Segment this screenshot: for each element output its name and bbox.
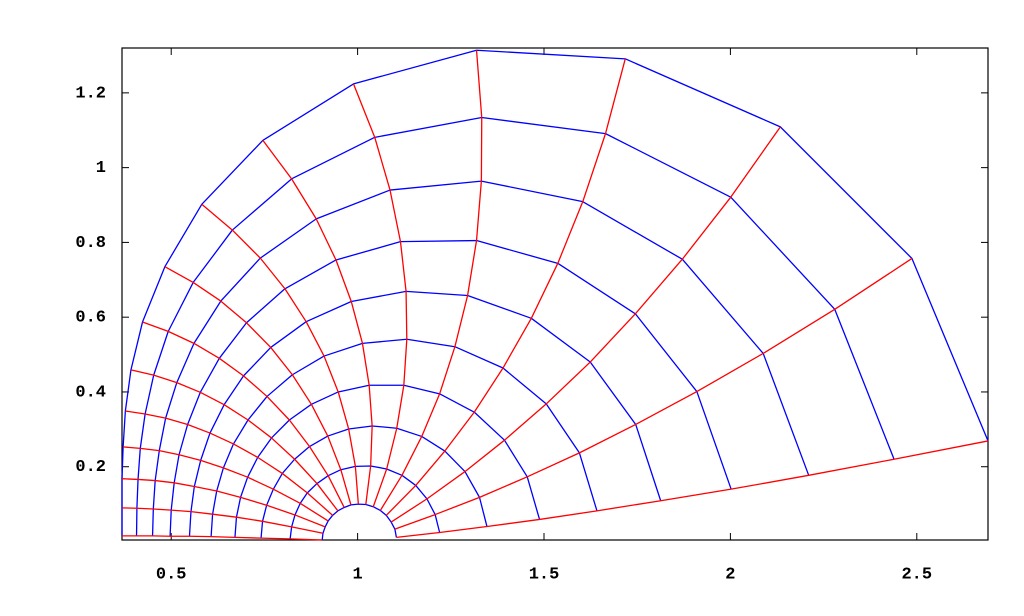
x-tick-label: 2 — [725, 565, 735, 584]
grid-curve — [201, 203, 359, 505]
grid-curve — [385, 58, 626, 516]
grid-curve — [151, 180, 810, 536]
grid-curve — [210, 338, 598, 537]
plot-frame — [121, 47, 989, 541]
y-tick-label: 0.6 — [75, 309, 106, 328]
x-tick-label: 1 — [353, 565, 363, 584]
grid-curve — [352, 83, 408, 507]
grid-curve — [379, 50, 483, 511]
grid-curve — [122, 535, 323, 541]
grid-curve — [289, 465, 441, 539]
grid-curve — [121, 478, 326, 528]
y-tick-label: 0.2 — [75, 458, 106, 477]
y-tick-label: 0.8 — [75, 234, 106, 253]
grid-curve — [125, 410, 334, 516]
grid-curve — [234, 384, 541, 538]
grid-curve — [121, 507, 324, 534]
x-tick-label: 1.5 — [529, 565, 560, 584]
grid-curve — [164, 266, 352, 506]
grid-curve — [142, 321, 345, 508]
grid-curve — [390, 126, 781, 523]
grid-curve — [123, 446, 329, 522]
y-tick-label: 0.4 — [75, 383, 106, 402]
grid-curve — [121, 49, 989, 536]
grid-curve — [396, 440, 989, 539]
grid-curve — [394, 257, 913, 530]
grid-curve — [169, 239, 732, 537]
grid-curve — [135, 116, 895, 536]
grid-curve — [188, 290, 662, 537]
grid-curve — [262, 139, 373, 505]
y-tick-label: 1 — [96, 159, 106, 178]
grid-curve — [321, 503, 398, 541]
x-tick-label: 2.5 — [901, 565, 932, 584]
grid-curve — [130, 369, 339, 512]
grid-curve — [260, 425, 488, 539]
x-tick-label: 0.5 — [156, 565, 187, 584]
y-tick-label: 1.2 — [75, 84, 106, 103]
